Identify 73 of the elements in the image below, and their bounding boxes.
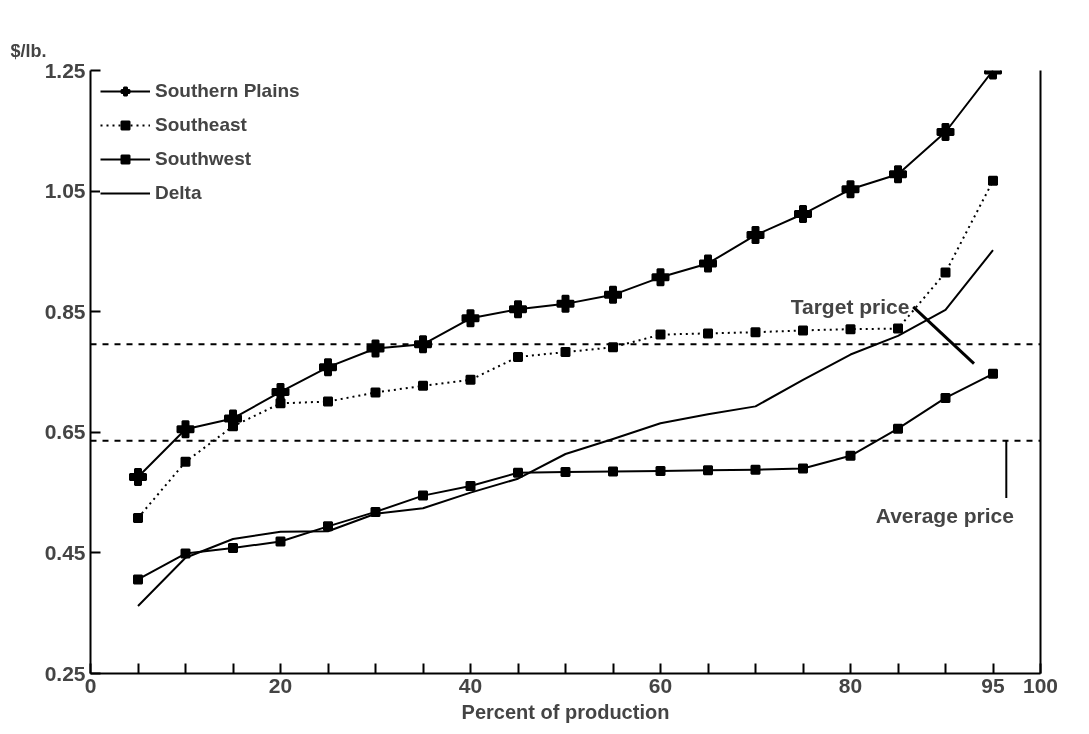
point	[655, 465, 666, 476]
y-tick-label: 1.25	[44, 58, 86, 82]
point	[513, 467, 523, 478]
point	[176, 420, 195, 439]
point	[509, 300, 527, 319]
y-tick-label: 0.25	[44, 661, 86, 685]
point	[746, 226, 765, 245]
point	[798, 325, 808, 336]
legend-label: Southeast	[155, 114, 247, 136]
point	[940, 392, 951, 403]
x-tick-label: 40	[458, 673, 483, 697]
point	[271, 382, 290, 401]
point	[513, 351, 523, 362]
point	[465, 480, 476, 491]
point	[228, 543, 238, 554]
point	[608, 342, 618, 353]
point	[988, 175, 998, 186]
y-tick-label: 0.65	[44, 420, 86, 444]
point	[893, 323, 903, 334]
point	[750, 464, 761, 475]
point	[275, 398, 286, 409]
legend-label: Southwest	[155, 148, 252, 170]
point	[418, 490, 428, 501]
x-tick-label: 95	[981, 673, 1005, 697]
point	[133, 512, 143, 523]
point	[845, 324, 856, 335]
point	[651, 268, 670, 287]
point	[794, 205, 812, 224]
point	[604, 285, 622, 304]
point	[841, 180, 860, 199]
legend-label: Southern Plains	[155, 80, 300, 102]
point	[366, 339, 385, 358]
point	[703, 328, 713, 339]
point	[655, 329, 666, 340]
point	[370, 387, 381, 398]
x-tick-label: 0	[84, 673, 97, 697]
y-tick-label: 0.45	[44, 540, 86, 564]
point	[556, 294, 575, 313]
y-tick-label: 1.05	[44, 179, 86, 203]
point	[465, 374, 476, 385]
point	[798, 463, 808, 474]
point	[180, 456, 191, 467]
point	[414, 335, 432, 354]
x-tick-label: 60	[648, 673, 673, 697]
x-tick-label: 20	[268, 673, 293, 697]
point	[133, 574, 143, 585]
annotation: Target price	[790, 295, 910, 319]
point	[608, 466, 618, 477]
point	[893, 423, 903, 434]
point	[845, 450, 856, 461]
annotation: Average price	[875, 504, 1014, 528]
point	[418, 380, 428, 391]
point	[699, 254, 717, 273]
point	[275, 536, 286, 547]
point	[560, 347, 571, 358]
point	[936, 123, 955, 142]
point	[750, 327, 761, 338]
point	[319, 358, 337, 377]
point	[988, 368, 998, 379]
point	[461, 309, 480, 328]
point	[940, 267, 951, 278]
legend-label: Delta	[155, 182, 202, 204]
point	[703, 465, 713, 476]
x-axis-title: Percent of production	[461, 700, 670, 723]
point	[323, 396, 333, 407]
point	[129, 467, 147, 486]
x-tick-label: 80	[838, 673, 863, 697]
point	[560, 467, 571, 478]
point	[228, 421, 238, 432]
x-tick-label: 100	[1022, 673, 1059, 697]
y-tick-label: 0.85	[44, 299, 86, 323]
point	[889, 165, 907, 184]
y-axis-title: $/lb.	[10, 40, 47, 61]
